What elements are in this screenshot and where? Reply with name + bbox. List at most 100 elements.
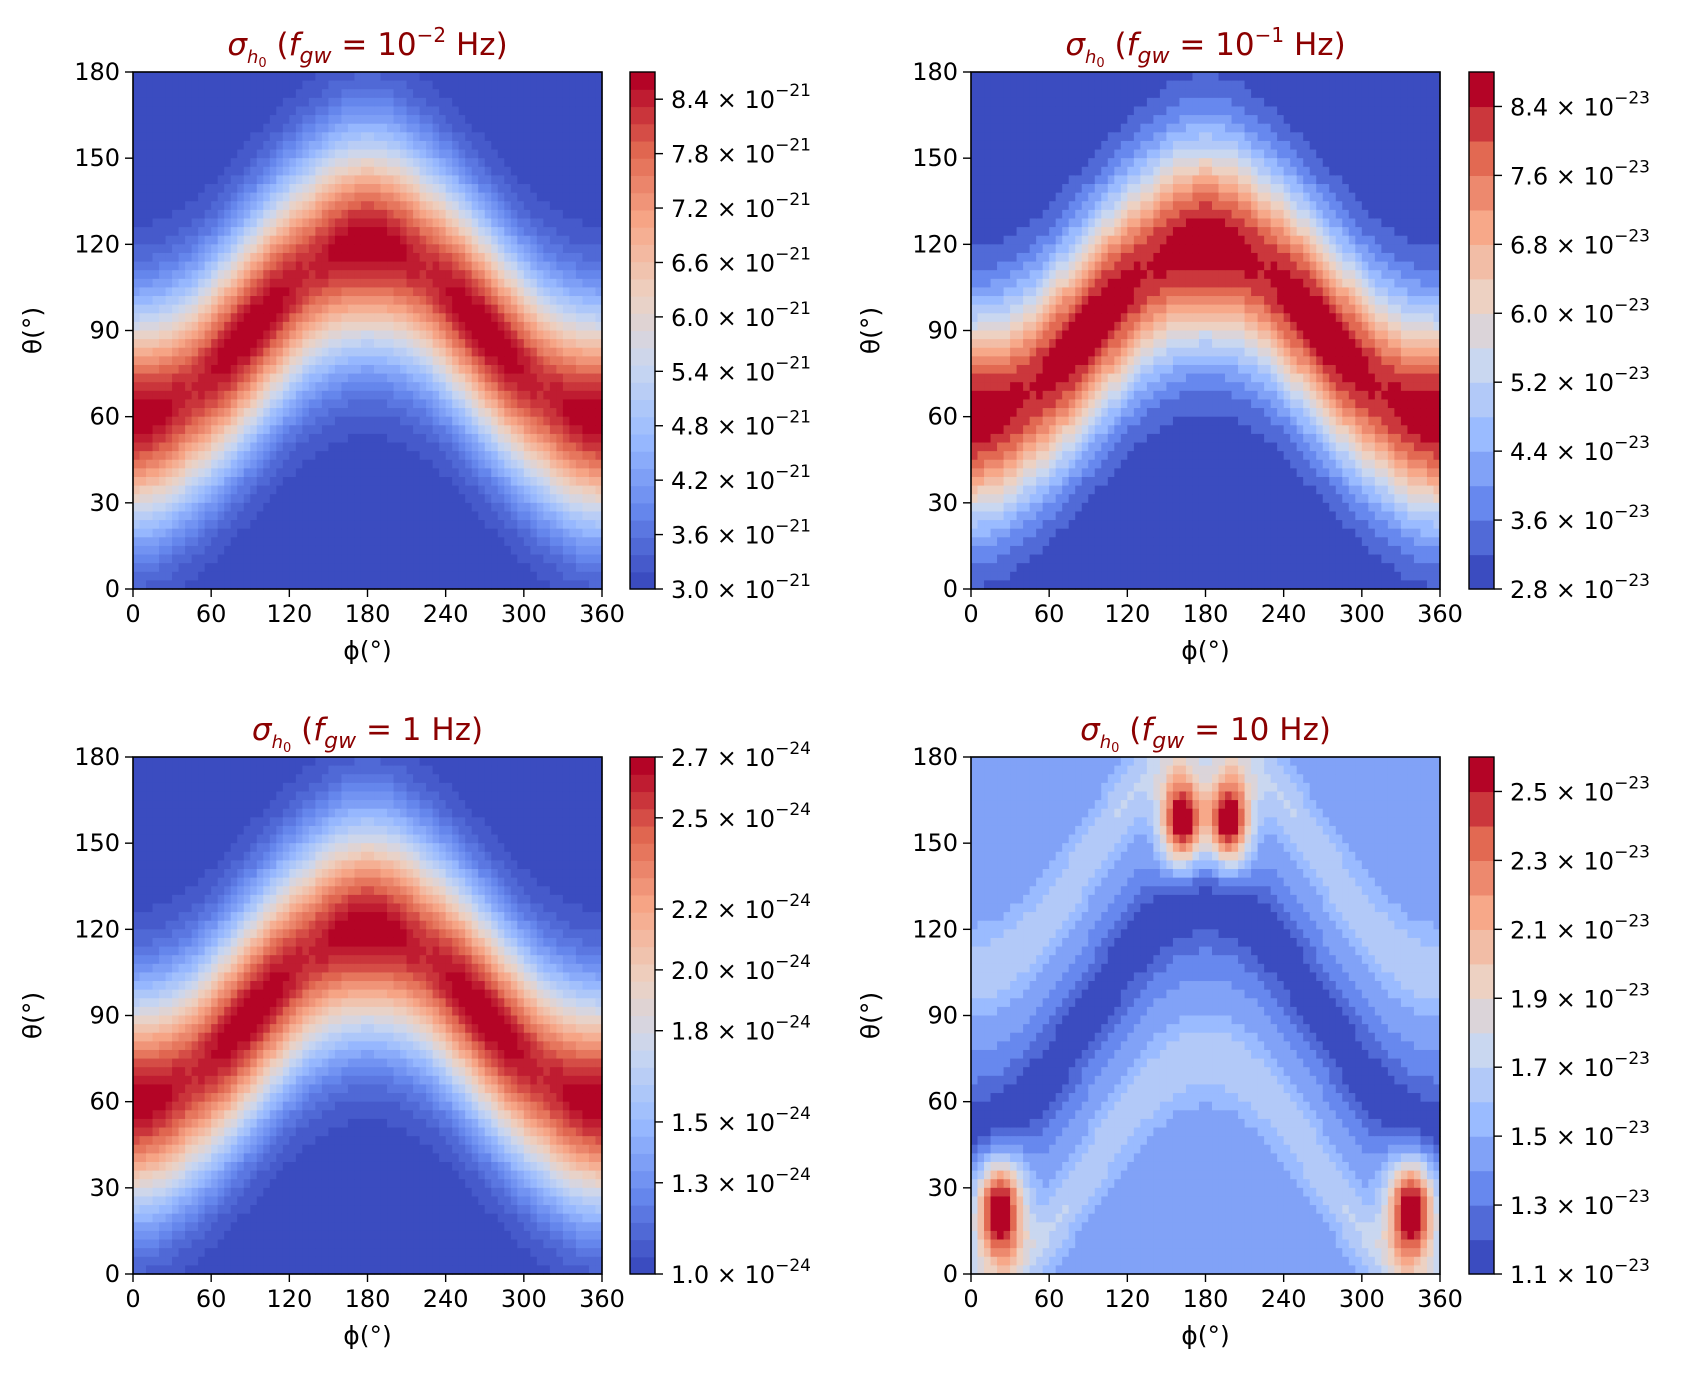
contour-cell bbox=[393, 382, 401, 392]
contour-cell bbox=[510, 364, 518, 375]
contour-cell bbox=[582, 537, 590, 547]
contour-cell bbox=[152, 563, 160, 573]
contour-cell bbox=[413, 373, 421, 383]
contour-cell bbox=[263, 227, 271, 237]
contour-cell bbox=[543, 140, 551, 151]
contour-cell bbox=[282, 390, 290, 401]
contour-cell bbox=[997, 321, 1005, 332]
contour-cell bbox=[419, 132, 427, 142]
contour-cell bbox=[400, 494, 408, 504]
contour-cell bbox=[374, 313, 382, 323]
colorbar-segment bbox=[630, 554, 655, 573]
contour-cell bbox=[289, 364, 297, 375]
contour-cell bbox=[334, 416, 343, 426]
contour-cell bbox=[504, 158, 512, 168]
contour-cell bbox=[256, 89, 264, 99]
contour-cell bbox=[146, 520, 154, 530]
contour-cell bbox=[582, 201, 590, 211]
contour-cell bbox=[432, 115, 440, 125]
contour-cell bbox=[308, 304, 316, 314]
contour-cell bbox=[224, 459, 232, 469]
contour-cell bbox=[406, 175, 414, 185]
contour-cell bbox=[432, 399, 440, 409]
contour-cell bbox=[347, 149, 356, 159]
contour-cell bbox=[360, 468, 369, 478]
contour-cell bbox=[406, 227, 414, 237]
contour-cell bbox=[569, 106, 577, 116]
contour-cell bbox=[374, 425, 382, 435]
contour-cell bbox=[204, 235, 212, 245]
contour-cell bbox=[152, 115, 160, 125]
contour-cell bbox=[575, 175, 584, 185]
contour-cell bbox=[997, 97, 1005, 108]
contour-cell bbox=[295, 321, 303, 332]
contour-cell bbox=[445, 132, 453, 142]
contour-cell bbox=[243, 106, 251, 116]
contour-cell bbox=[256, 296, 264, 306]
contour-cell bbox=[146, 580, 154, 590]
contour-cell bbox=[478, 408, 486, 418]
contour-cell bbox=[289, 244, 297, 254]
contour-cell bbox=[230, 244, 238, 254]
contour-cell bbox=[575, 261, 584, 271]
contour-cell bbox=[308, 175, 316, 185]
contour-cell bbox=[556, 459, 564, 469]
contour-cell bbox=[172, 296, 180, 306]
contour-cell bbox=[367, 373, 375, 383]
contour-cell bbox=[426, 382, 434, 392]
contour-cell bbox=[439, 158, 447, 168]
contour-cell bbox=[400, 339, 408, 349]
contour-cell bbox=[276, 485, 284, 495]
contour-cell bbox=[250, 382, 258, 392]
contour-cell bbox=[510, 356, 518, 366]
contour-cell bbox=[367, 218, 375, 228]
contour-cell bbox=[243, 261, 251, 271]
contour-cell bbox=[1016, 72, 1024, 82]
contour-cell bbox=[133, 356, 141, 366]
contour-cell bbox=[406, 89, 414, 99]
contour-cell bbox=[491, 106, 499, 116]
contour-cell bbox=[217, 545, 225, 556]
contour-cell bbox=[146, 235, 154, 245]
contour-cell bbox=[400, 115, 408, 125]
contour-cell bbox=[237, 563, 245, 573]
contour-cell bbox=[517, 364, 525, 375]
contour-cell bbox=[549, 97, 557, 108]
contour-cell bbox=[497, 399, 505, 409]
contour-cell bbox=[530, 313, 538, 323]
contour-cell bbox=[465, 330, 473, 340]
contour-cell bbox=[393, 192, 401, 202]
contour-cell bbox=[1029, 416, 1037, 426]
contour-cell bbox=[582, 140, 590, 151]
contour-cell bbox=[445, 270, 453, 280]
contour-cell bbox=[595, 390, 603, 401]
contour-cell bbox=[243, 72, 251, 82]
contour-cell bbox=[452, 132, 460, 142]
contour-cell bbox=[269, 192, 277, 202]
contour-cell bbox=[295, 218, 303, 228]
contour-cell bbox=[971, 416, 979, 426]
contour-cell bbox=[582, 252, 590, 263]
contour-cell bbox=[1029, 502, 1037, 513]
contour-cell bbox=[439, 296, 447, 306]
contour-cell bbox=[400, 175, 408, 185]
contour-cell bbox=[250, 313, 258, 323]
contour-cell bbox=[471, 459, 479, 469]
contour-cell bbox=[374, 468, 382, 478]
contour-cell bbox=[504, 425, 512, 435]
contour-cell bbox=[172, 287, 180, 297]
contour-cell bbox=[341, 106, 349, 116]
contour-cell bbox=[347, 235, 356, 245]
contour-cell bbox=[295, 158, 303, 168]
contour-cell bbox=[217, 89, 225, 99]
contour-cell bbox=[595, 201, 603, 211]
contour-cell bbox=[471, 218, 479, 228]
contour-cell bbox=[569, 563, 577, 573]
contour-cell bbox=[217, 390, 225, 401]
contour-cell bbox=[347, 580, 356, 590]
x-tick-label: 180 bbox=[345, 600, 391, 628]
contour-cell bbox=[497, 330, 505, 340]
contour-cell bbox=[971, 115, 979, 125]
contour-cell bbox=[406, 209, 414, 220]
